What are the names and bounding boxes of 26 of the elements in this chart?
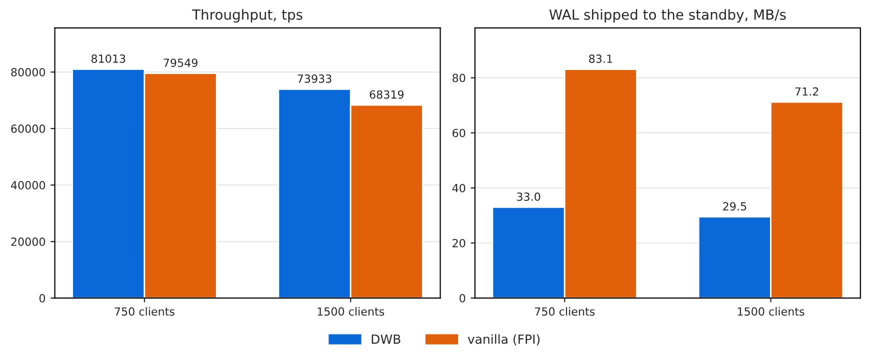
y-tick-label: 20 <box>452 238 466 248</box>
x-tick-label: 750 clients <box>114 307 174 316</box>
data-label: 68319 <box>370 90 404 99</box>
y-tick-label: 0 <box>460 294 466 302</box>
data-label: 33.0 <box>517 192 540 201</box>
legend-label: DWB <box>372 334 400 344</box>
x-tick-label: 750 clients <box>535 307 595 316</box>
y-tick-label: 0 <box>39 294 46 302</box>
data-label: 73933 <box>298 74 332 83</box>
x-tick-label: 1500 clients <box>738 307 804 316</box>
data-label: 79549 <box>164 58 198 67</box>
chart-title: Throughput, tps <box>192 9 302 23</box>
y-tick-label: 80 <box>452 74 466 82</box>
chart-title: WAL shipped to the standby, MB/s <box>549 9 786 23</box>
x-tick-label: 1500 clients <box>318 307 384 316</box>
y-tick-label: 40 <box>452 184 466 192</box>
legend-label: vanilla (FPI) <box>468 334 540 346</box>
data-label: 81013 <box>91 54 126 63</box>
data-label: 29.5 <box>723 202 746 211</box>
y-tick-label: 80000 <box>11 68 46 76</box>
y-tick-label: 20000 <box>11 238 46 246</box>
data-label: 71.2 <box>795 87 818 96</box>
y-tick-label: 60000 <box>11 124 46 133</box>
data-label: 83.1 <box>589 54 612 63</box>
y-tick-label: 60 <box>452 128 466 138</box>
y-tick-label: 40000 <box>10 181 46 190</box>
